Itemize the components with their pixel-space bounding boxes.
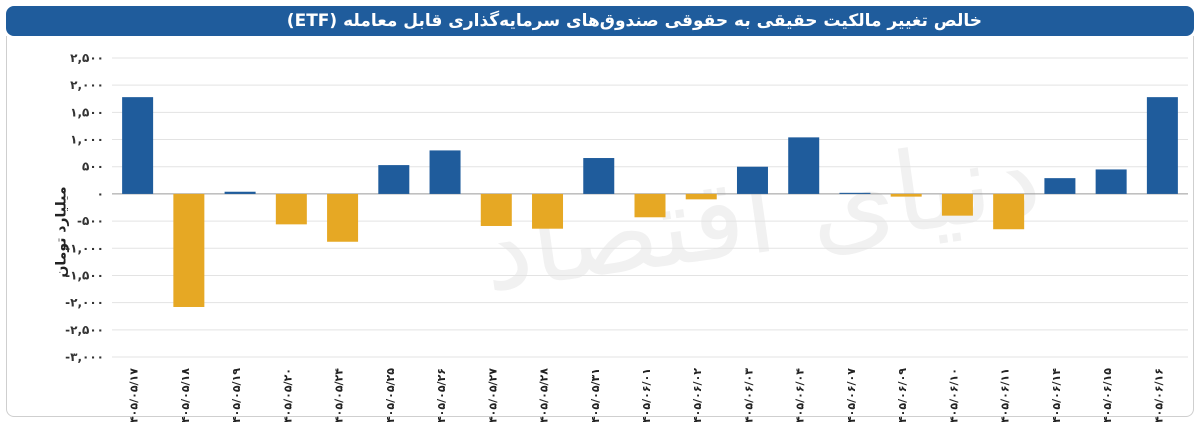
bar xyxy=(993,193,1025,230)
bar xyxy=(275,193,307,225)
chart-title: خالص تغییر مالکیت حقیقی به حقوقی صندوق‌ه… xyxy=(286,11,982,31)
y-tick-label: -۲,۰۰۰ xyxy=(65,296,104,310)
bar xyxy=(583,158,615,194)
x-tick-label: ۱۴۰۵/۰۶/۱۱ xyxy=(999,368,1012,422)
y-tick-label: -۱,۵۰۰ xyxy=(65,268,104,282)
bar xyxy=(839,192,871,194)
bar xyxy=(788,137,820,194)
x-tick-label: ۱۴۰۵/۰۶/۰۱ xyxy=(640,368,653,422)
y-tick-label: ۱,۵۰۰ xyxy=(70,105,104,119)
x-tick-label: ۱۴۰۵/۰۶/۰۷ xyxy=(845,368,858,422)
x-tick-label: ۱۴۰۵/۰۵/۲۴ xyxy=(333,368,346,422)
chart-header: خالص تغییر مالکیت حقیقی به حقوقی صندوق‌ه… xyxy=(6,6,1194,36)
x-tick-label: ۱۴۰۵/۰۶/۱۶ xyxy=(1152,368,1165,422)
x-tick-label: ۱۴۰۵/۰۵/۱۷ xyxy=(128,368,141,422)
bar xyxy=(685,193,717,200)
y-tick-label: -۳,۰۰۰ xyxy=(65,350,104,364)
bar xyxy=(1044,178,1076,194)
bar xyxy=(122,97,154,194)
x-tick-label: ۱۴۰۵/۰۵/۱۹ xyxy=(230,368,243,422)
x-tick-label: ۱۴۰۵/۰۵/۱۸ xyxy=(179,368,192,422)
y-tick-label: ۲,۰۰۰ xyxy=(70,78,104,92)
y-tick-label: ۲,۵۰۰ xyxy=(70,51,104,65)
y-tick-label: ۰ xyxy=(97,187,104,201)
x-tick-label: ۱۴۰۵/۰۵/۳۱ xyxy=(589,368,602,422)
x-tick-label: ۱۴۰۵/۰۶/۱۵ xyxy=(1101,368,1114,422)
bar xyxy=(224,191,256,194)
x-tick-label: ۱۴۰۵/۰۵/۲۵ xyxy=(384,368,397,422)
bar xyxy=(429,150,461,194)
x-tick-label: ۱۴۰۵/۰۶/۰۲ xyxy=(691,368,704,422)
y-tick-label: ۱,۰۰۰ xyxy=(70,133,104,147)
chart-frame xyxy=(6,36,1194,417)
y-tick-label: -۱,۰۰۰ xyxy=(65,241,104,255)
x-tick-label: ۱۴۰۵/۰۶/۰۳ xyxy=(742,368,755,422)
x-tick-label: ۱۴۰۵/۰۵/۲۸ xyxy=(538,368,551,422)
bar xyxy=(890,193,922,197)
bar xyxy=(941,193,973,216)
x-tick-label: ۱۴۰۵/۰۶/۱۴ xyxy=(1050,368,1063,422)
bar xyxy=(1146,97,1178,194)
bar xyxy=(736,166,768,194)
x-tick-label: ۱۴۰۵/۰۶/۱۰ xyxy=(947,368,960,422)
bar xyxy=(480,193,512,226)
x-tick-label: ۱۴۰۵/۰۵/۲۷ xyxy=(486,368,499,422)
x-tick-label: ۱۴۰۵/۰۶/۰۹ xyxy=(896,368,909,422)
bar xyxy=(378,165,410,194)
bar xyxy=(634,193,666,218)
y-tick-label: ۵۰۰ xyxy=(82,160,104,174)
x-tick-label: ۱۴۰۵/۰۶/۰۴ xyxy=(794,368,807,422)
bar xyxy=(327,193,359,242)
x-tick-label: ۱۴۰۵/۰۵/۲۰ xyxy=(281,368,294,422)
bar xyxy=(173,193,205,307)
bar xyxy=(532,193,564,229)
x-tick-label: ۱۴۰۵/۰۵/۲۶ xyxy=(435,368,448,422)
y-tick-label: -۲,۵۰۰ xyxy=(65,323,104,337)
y-tick-label: -۵۰۰ xyxy=(77,214,104,228)
bar xyxy=(1095,169,1127,194)
